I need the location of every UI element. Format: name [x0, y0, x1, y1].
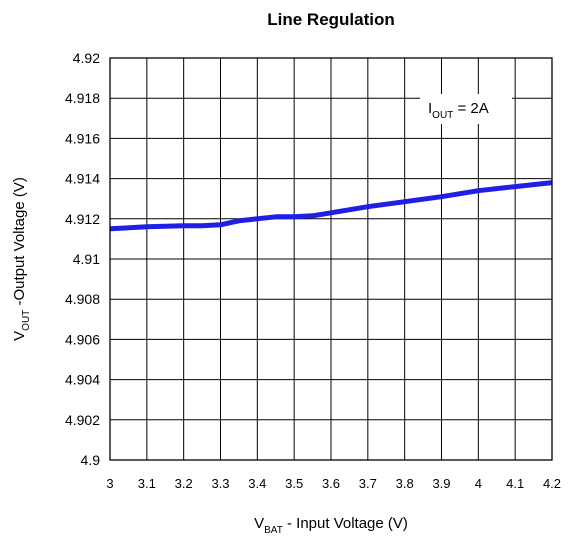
x-axis-label-rest: - Input Voltage (V) [283, 515, 408, 532]
plot-area-frame [109, 57, 553, 461]
y-tick-label: 4.908 [65, 291, 100, 307]
x-tick-label: 3.2 [175, 476, 193, 491]
y-tick-label: 4.916 [65, 130, 100, 146]
x-tick-label: 4 [475, 476, 482, 491]
x-tick-label: 3.5 [285, 476, 303, 491]
y-tick-label: 4.906 [65, 331, 100, 347]
x-tick-label: 3.4 [248, 476, 266, 491]
x-tick-label: 4.1 [506, 476, 524, 491]
y-tick-label: 4.902 [65, 412, 100, 428]
annotation-iout: IOUT = 2A [420, 94, 512, 124]
y-tick-label: 4.9 [81, 452, 101, 468]
annotation-rest: = 2A [453, 100, 488, 117]
x-axis-label-main: V [254, 515, 264, 532]
y-tick-labels: 4.9 4.902 4.904 4.906 4.908 4.91 4.912 4.914 4.9… [65, 50, 100, 468]
y-tick-label: 4.914 [65, 171, 100, 187]
x-tick-label: 3.3 [211, 476, 229, 491]
x-tick-label: 4.2 [543, 476, 561, 491]
annotation-text: IOUT = 2A [428, 100, 489, 121]
x-tick-labels: 3 3.1 3.2 3.3 3.4 3.5 3.6 3.7 3.8 3.9 4 4.1 4.2 [106, 476, 561, 491]
annotation-background [420, 94, 512, 124]
y-axis-label-subscript: OUT [21, 310, 32, 331]
annotation-subscript: OUT [432, 110, 453, 121]
x-axis-label: VBAT - Input Voltage (V) [254, 515, 408, 536]
y-axis-label-rest: -Output Voltage (V) [11, 177, 28, 310]
x-tick-label: 3 [106, 476, 113, 491]
y-axis-label-main: V [11, 331, 28, 341]
y-axis-label: VOUT -Output Voltage (V) [11, 177, 32, 341]
y-tick-label: 4.912 [65, 211, 100, 227]
x-tick-label: 3.6 [322, 476, 340, 491]
chart-title: Line Regulation [267, 10, 395, 29]
y-tick-label: 4.904 [65, 372, 100, 388]
series-layer [109, 180, 553, 232]
y-tick-label: 4.92 [73, 50, 100, 66]
x-axis-label-subscript: BAT [264, 525, 283, 536]
annotation-main: I [428, 100, 432, 117]
x-tick-label: 3.8 [396, 476, 414, 491]
y-tick-label: 4.91 [73, 251, 100, 267]
series-line-vout [109, 180, 553, 232]
x-tick-label: 3.1 [138, 476, 156, 491]
y-tick-label: 4.918 [65, 90, 100, 106]
x-tick-label: 3.9 [432, 476, 450, 491]
x-tick-label: 3.7 [359, 476, 377, 491]
